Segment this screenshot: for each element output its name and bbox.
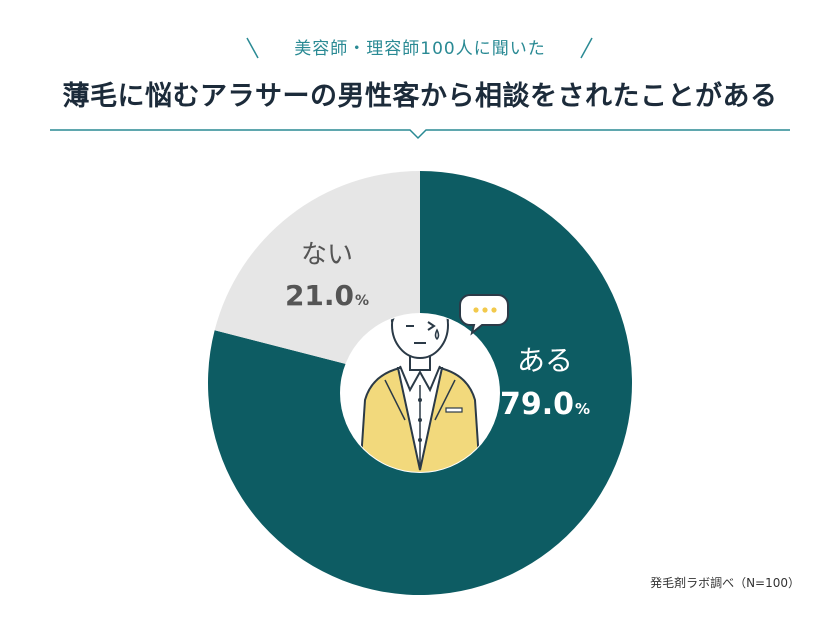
title-underline: [50, 129, 790, 140]
source-note: 発毛剤ラボ調べ（N=100）: [650, 576, 800, 590]
subtitle-left-slash: [246, 37, 259, 59]
value-yes: 79.0%: [500, 387, 590, 422]
page-title: 薄毛に悩むアラサーの男性客から相談をされたことがある: [62, 81, 778, 112]
subtitle-right-slash: [580, 37, 593, 59]
speech-bubble-icon: [459, 294, 509, 336]
label-no: ない: [301, 240, 353, 270]
label-yes: ある: [517, 344, 573, 377]
pie-slice-no: [214, 171, 420, 383]
value-no: 21.0%: [285, 279, 369, 312]
subtitle: 美容師・理容師100人に聞いた: [294, 39, 546, 59]
person-illustration: [340, 313, 500, 473]
